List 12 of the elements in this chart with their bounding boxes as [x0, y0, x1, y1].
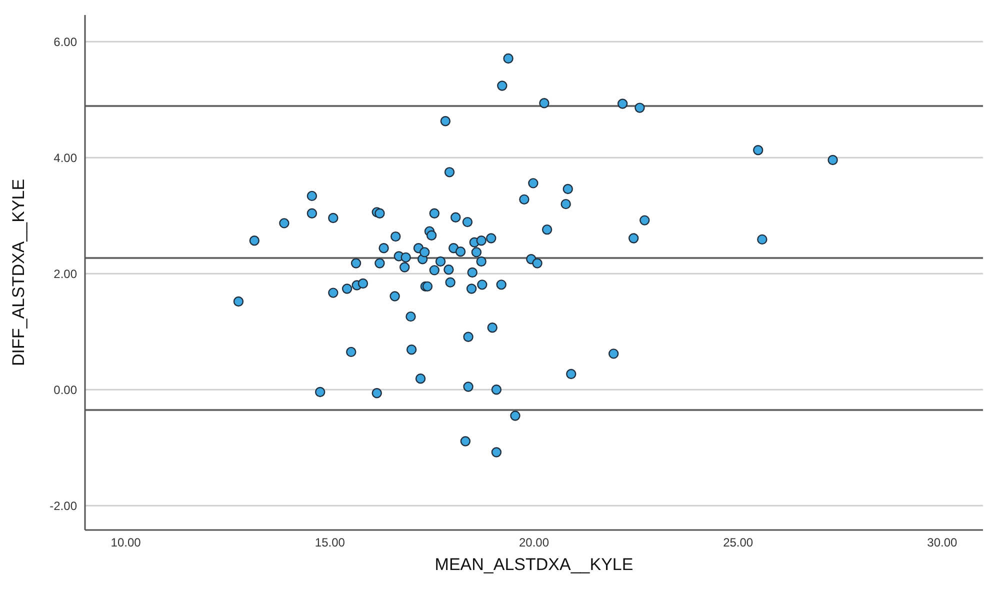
y-tick-label: 4.00: [54, 150, 78, 165]
x-axis-title: MEAN_ALSTDXA__KYLE: [434, 555, 634, 574]
x-tick-label: 15.00: [314, 536, 346, 550]
y-axis-title: DIFF_ALSTDXA__KYLE: [9, 178, 28, 366]
x-tick-label: 30.00: [927, 536, 958, 550]
y-tick-label: 2.00: [54, 266, 78, 281]
y-tick-label: 0.00: [54, 382, 78, 397]
y-tick-label: 6.00: [54, 34, 78, 49]
y-tick-label: -2.00: [50, 498, 78, 513]
x-tick-label: 20.00: [518, 536, 550, 550]
x-tick-label: 25.00: [723, 536, 754, 550]
x-tick-label: 10.00: [110, 536, 142, 550]
